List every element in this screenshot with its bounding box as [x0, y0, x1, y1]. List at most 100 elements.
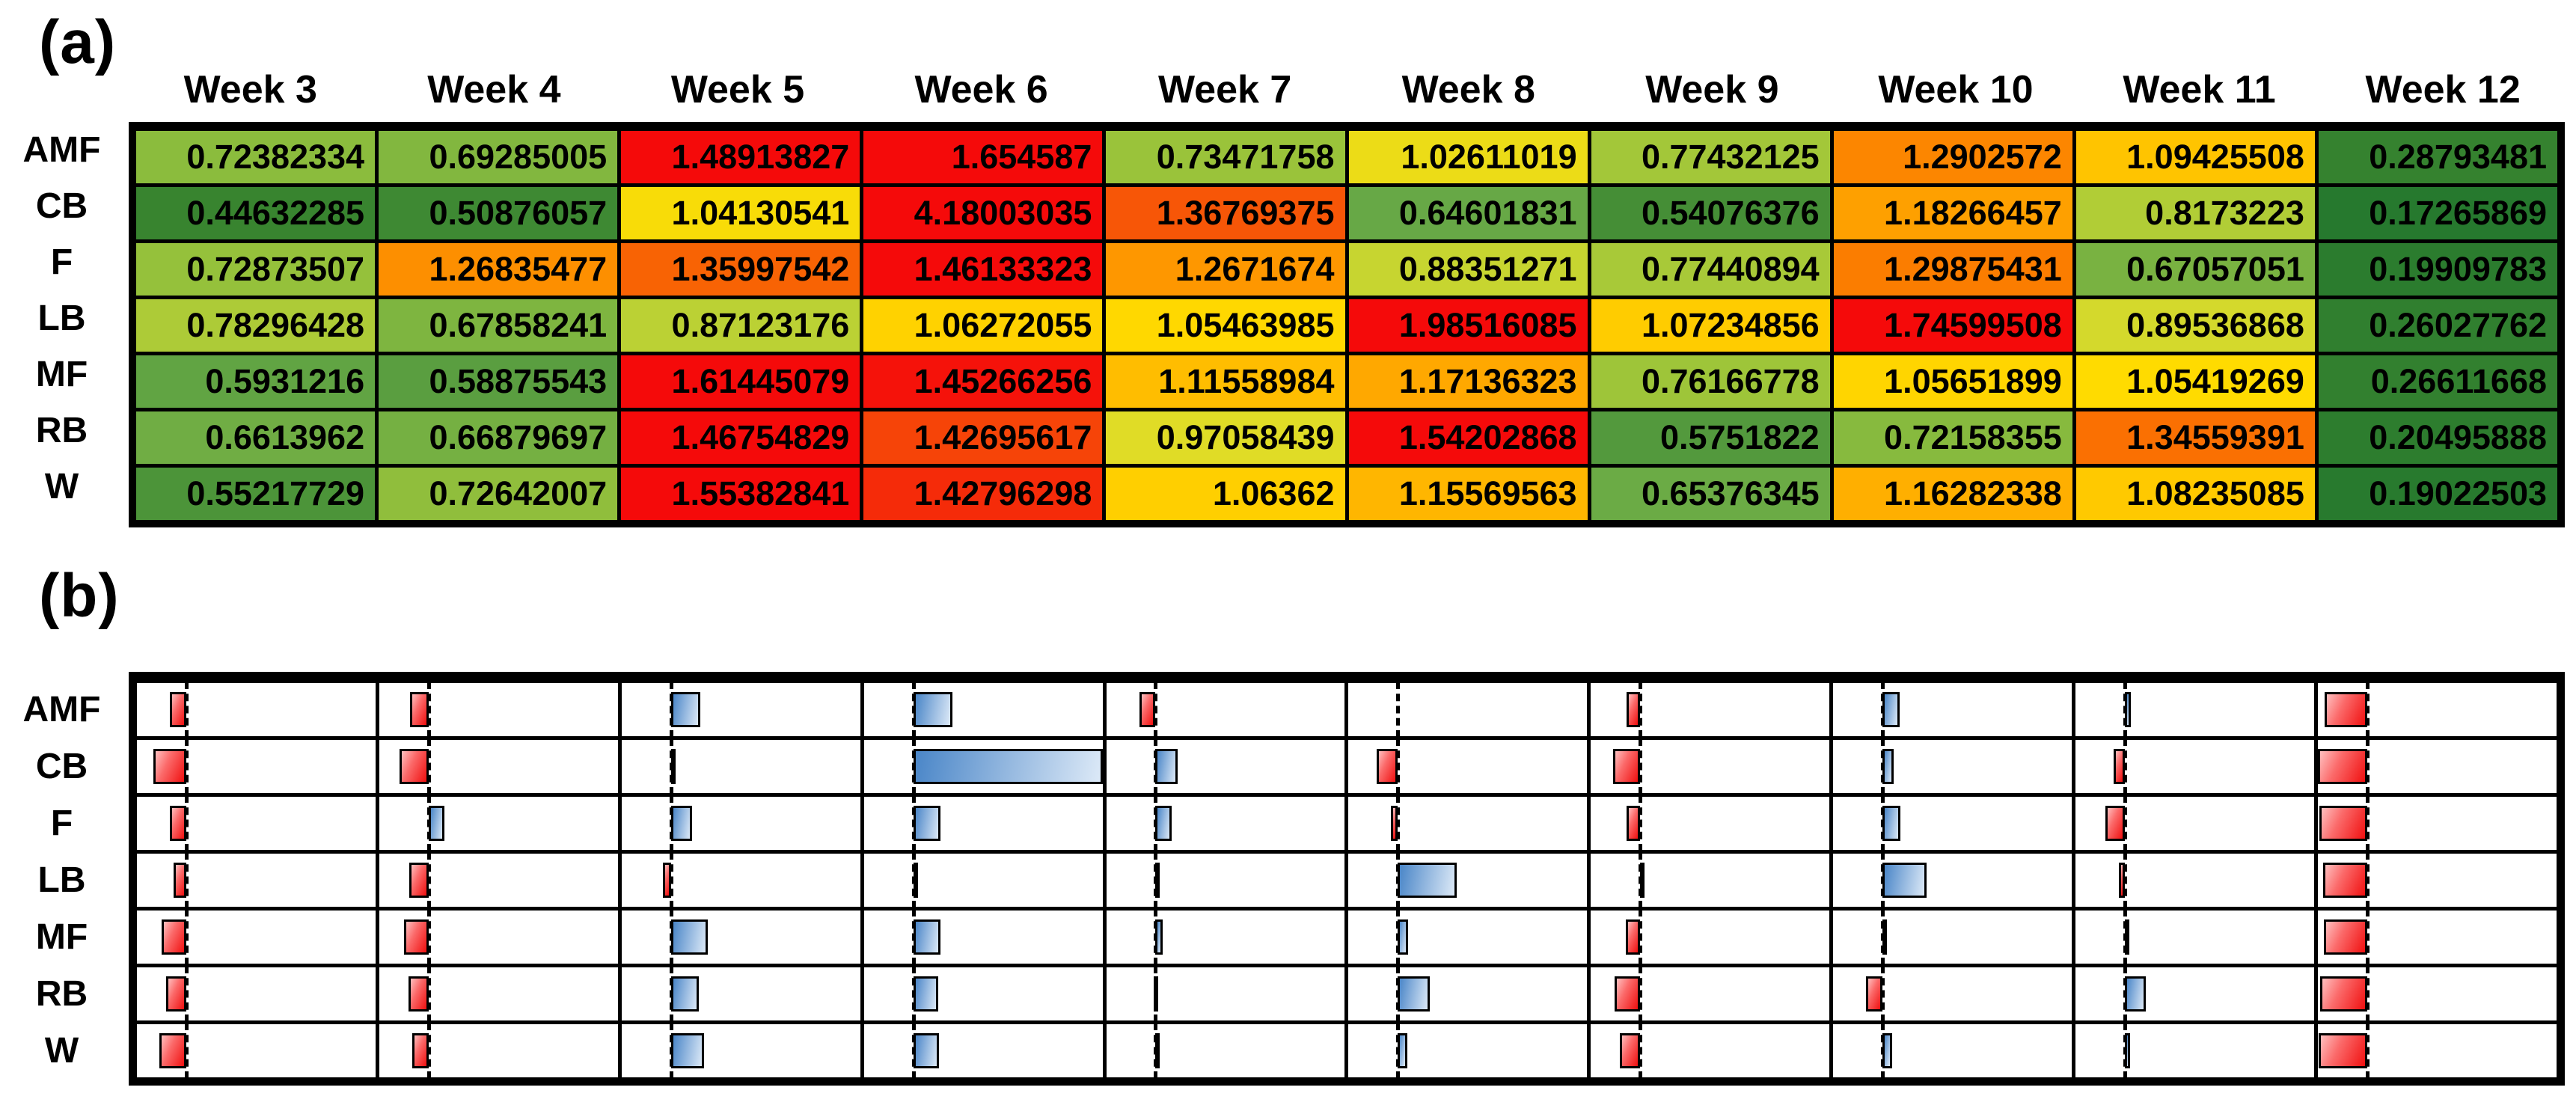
data-bar-negative: [169, 692, 186, 727]
baseline-axis: [669, 854, 673, 907]
row-label: W: [44, 466, 79, 506]
baseline-axis: [2123, 967, 2128, 1020]
data-bar-positive: [1398, 863, 1457, 898]
row-label: F: [50, 804, 73, 843]
heatmap-cell: 0.73471758: [1106, 131, 1345, 183]
data-bar-positive: [670, 976, 699, 1012]
data-bar-negative: [2319, 1033, 2367, 1068]
heatmap-cell: 1.54202868: [1348, 411, 1588, 464]
databar-cell: [1106, 854, 1345, 907]
heatmap-cell: 1.45266256: [863, 355, 1103, 408]
data-bar-negative: [2105, 806, 2125, 841]
row-label: RB: [35, 974, 88, 1014]
heatmap-cell: 0.72382334: [136, 131, 376, 183]
databar-cell: [379, 854, 618, 907]
baseline-axis: [2123, 854, 2128, 907]
databar-cell: [863, 740, 1103, 793]
baseline-axis: [426, 1024, 431, 1077]
databar-cell: [2318, 797, 2557, 850]
databar-cell: [1833, 1024, 2072, 1077]
data-bar-negative: [2325, 692, 2367, 727]
heatmap-cell: 1.46133323: [863, 243, 1103, 296]
column-header: Week 5: [670, 68, 805, 111]
heatmap-cell: 1.34559391: [2075, 411, 2315, 464]
column-header: Week 10: [1878, 68, 2034, 111]
data-bar-positive: [913, 919, 940, 955]
baseline-axis: [426, 854, 431, 907]
databar-cell: [2318, 911, 2557, 964]
heatmap-cell: 0.88351271: [1348, 243, 1588, 296]
databar-cell: [863, 797, 1103, 850]
data-bar-negative: [412, 1033, 429, 1068]
baseline-axis: [2365, 740, 2370, 793]
heatmap-cell: 0.76166778: [1591, 355, 1830, 408]
baseline-axis: [184, 740, 189, 793]
databar-cell: [863, 967, 1103, 1020]
baseline-axis: [669, 797, 673, 850]
data-bar-positive: [913, 692, 952, 727]
databar-cell: [2318, 854, 2557, 907]
baseline-axis: [1154, 967, 1158, 1020]
databar-cell: [621, 683, 860, 736]
row-label: CB: [35, 747, 88, 786]
databar-cell: [621, 740, 860, 793]
baseline-axis: [426, 967, 431, 1020]
baseline-axis: [2123, 683, 2128, 736]
row-label: W: [44, 1031, 79, 1071]
heatmap-cell: 1.55382841: [621, 468, 860, 520]
baseline-axis: [911, 797, 916, 850]
heatmap-cell: 0.77440894: [1591, 243, 1830, 296]
baseline-axis: [1639, 1024, 1643, 1077]
databar-cell: [1833, 740, 2072, 793]
baseline-axis: [911, 911, 916, 964]
databar-cell: [1106, 683, 1345, 736]
heatmap-cell: 0.54076376: [1591, 187, 1830, 239]
data-bar-positive: [670, 806, 693, 841]
data-bar-positive: [2125, 976, 2146, 1012]
baseline-axis: [2123, 797, 2128, 850]
baseline-axis: [911, 854, 916, 907]
heatmap-cell: 1.29875431: [1833, 243, 2072, 296]
baseline-axis: [2365, 797, 2370, 850]
heatmap-cell: 0.64601831: [1348, 187, 1588, 239]
heatmap-cell: 0.26611668: [2318, 355, 2557, 408]
heatmap-cell: 1.2671674: [1106, 243, 1345, 296]
heatmap-cell: 1.06272055: [863, 299, 1103, 352]
heatmap-cell: 0.55217729: [136, 468, 376, 520]
row-label: AMF: [22, 690, 101, 729]
data-bar-positive: [913, 1033, 939, 1068]
databar-cell: [379, 683, 618, 736]
databar-cell: [1106, 911, 1345, 964]
baseline-axis: [184, 967, 189, 1020]
heatmap-cell: 1.654587: [863, 131, 1103, 183]
baseline-axis: [1639, 740, 1643, 793]
data-bar-positive: [1882, 692, 1900, 727]
data-bar-negative: [1612, 749, 1641, 784]
databar-cell: [137, 740, 376, 793]
heatmap-cell: 1.11558984: [1106, 355, 1345, 408]
baseline-axis: [1639, 683, 1643, 736]
data-bar-positive: [913, 976, 939, 1012]
data-bar-negative: [1619, 1033, 1641, 1068]
heatmap-cell: 1.05419269: [2075, 355, 2315, 408]
databar-cell: [621, 854, 860, 907]
databar-cell: [621, 967, 860, 1020]
baseline-axis: [426, 797, 431, 850]
baseline-axis: [2123, 911, 2128, 964]
data-bar-negative: [159, 1033, 186, 1068]
heatmap-cell: 0.44632285: [136, 187, 376, 239]
data-bar-positive: [428, 806, 445, 841]
baseline-axis: [911, 683, 916, 736]
heatmap-cell: 0.65376345: [1591, 468, 1830, 520]
heatmap-cell: 1.42796298: [863, 468, 1103, 520]
heatmap-cell: 1.46754829: [621, 411, 860, 464]
heatmap-cell: 1.09425508: [2075, 131, 2315, 183]
baseline-axis: [1154, 854, 1158, 907]
heatmap-cell: 0.58875543: [379, 355, 618, 408]
heatmap-cell: 1.05463985: [1106, 299, 1345, 352]
databar-cell: [137, 1024, 376, 1077]
databar-cell: [1348, 683, 1588, 736]
row-label: LB: [37, 860, 86, 900]
heatmap-cell: 1.04130541: [621, 187, 860, 239]
